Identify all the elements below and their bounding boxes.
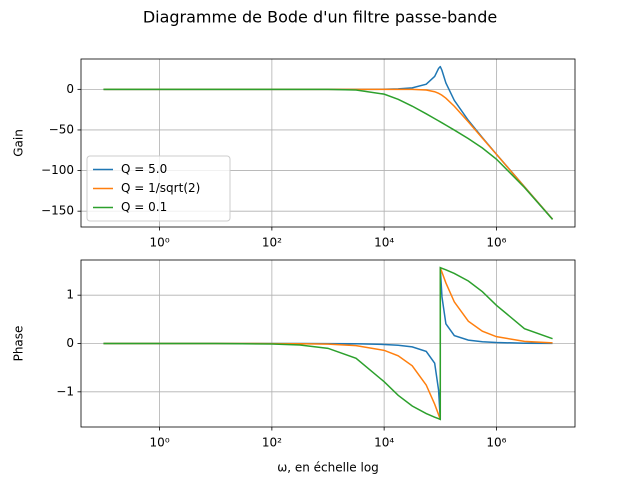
axes-frame: [80, 58, 576, 228]
legend-label: Q = 0.1: [121, 200, 167, 214]
figure-title: Diagramme de Bode d'un filtre passe-band…: [143, 8, 497, 27]
series-line: [103, 88, 554, 220]
legend-box: [86, 155, 231, 222]
axes: 10⁰ 10² 10⁴ 10⁶ −150 −100 −50 0 Gain Q = 5.0 Q = 1…: [12, 58, 576, 250]
plot-area: [103, 65, 554, 220]
legend-label: Q = 1/sqrt(2): [121, 181, 200, 195]
x-tick-label: 10²: [262, 236, 282, 250]
y-tick-label: 0: [66, 82, 74, 96]
x-tick-label: 10⁶: [486, 436, 506, 450]
series-line: [103, 266, 553, 421]
x-tick-label: 10⁰: [150, 236, 170, 250]
x-tick-label: 10⁶: [486, 236, 506, 250]
x-tick-label: 10⁴: [374, 436, 394, 450]
axes-frame: [80, 259, 576, 428]
legend-label: Q = 5.0: [121, 162, 167, 176]
y-tick-label: −50: [49, 122, 74, 136]
x-axis-label: ω, en échelle log: [277, 461, 379, 475]
y-tick-label: −100: [41, 163, 74, 177]
y-axis-label: Phase: [12, 326, 26, 362]
plot-area: [103, 266, 553, 421]
x-tick-label: 10⁴: [374, 236, 394, 250]
y-tick-label: 1: [66, 288, 74, 302]
legend: Q = 5.0 Q = 1/sqrt(2) Q = 0.1: [86, 155, 231, 222]
x-tick-label: 10⁰: [150, 436, 170, 450]
x-tick-label: 10²: [262, 436, 282, 450]
y-axis-label: Gain: [12, 129, 26, 157]
y-tick-label: 0: [66, 336, 74, 350]
y-tick-label: −150: [41, 204, 74, 218]
y-tick-label: −1: [56, 384, 74, 398]
axes: 10⁰ 10² 10⁴ 10⁶ −1 0 1 Phase ω, en échelle log: [12, 259, 576, 475]
series-line: [103, 267, 553, 420]
